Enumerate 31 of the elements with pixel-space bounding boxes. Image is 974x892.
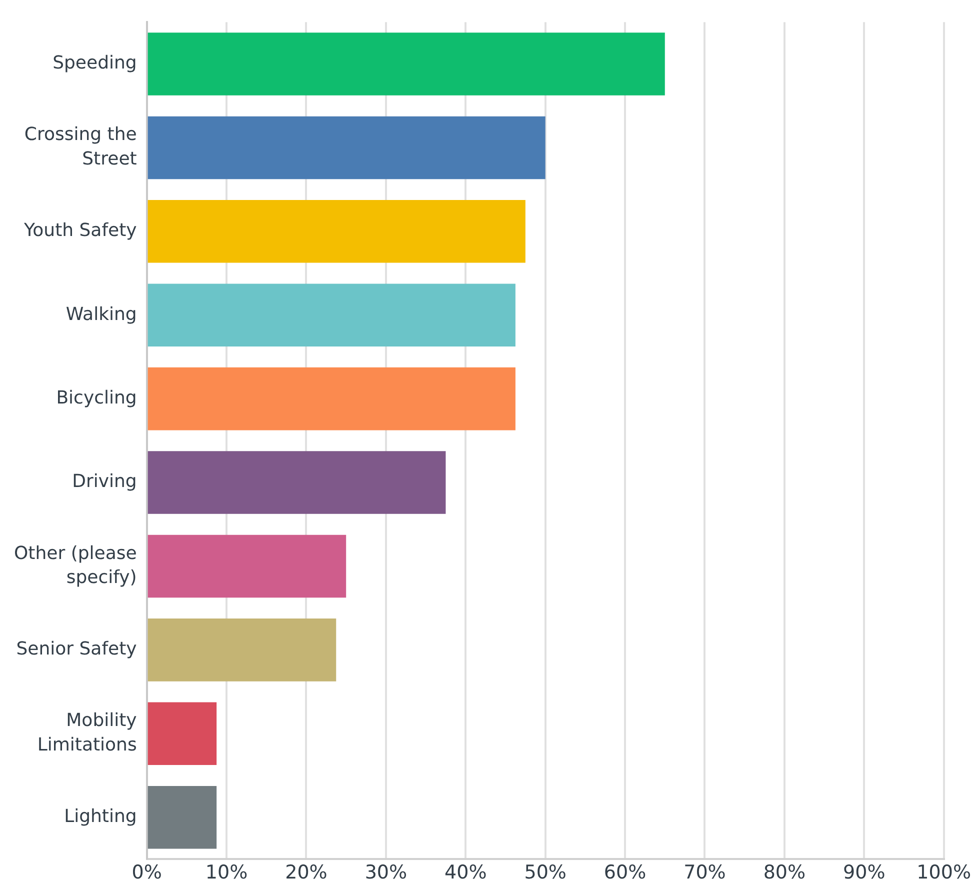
x-tick-label: 20% xyxy=(285,862,328,884)
x-tick-label: 60% xyxy=(604,862,646,884)
bar xyxy=(148,451,446,514)
bar xyxy=(148,284,516,347)
y-tick-label: Speeding xyxy=(52,52,137,74)
bar xyxy=(148,534,346,598)
y-tick-label: Senior Safety xyxy=(16,638,138,660)
x-tick-label: 0% xyxy=(132,862,162,884)
x-tick-label: 50% xyxy=(524,862,566,884)
y-tick-label: Mobility Limitations xyxy=(37,710,138,756)
bar xyxy=(148,200,526,263)
x-tick-label: 80% xyxy=(763,862,806,884)
bar xyxy=(148,32,665,96)
x-tick-label: 30% xyxy=(364,862,408,884)
y-tick-label: Walking xyxy=(66,304,137,325)
bar xyxy=(148,116,546,180)
x-tick-label: 100% xyxy=(916,862,972,884)
y-tick-label: Driving xyxy=(72,471,137,492)
bar xyxy=(148,786,217,849)
bar xyxy=(148,367,516,430)
x-tick-label: 70% xyxy=(684,862,726,884)
bar xyxy=(148,702,217,766)
y-tick-label: Bicycling xyxy=(56,387,137,408)
y-tick-label: Other (please specify) xyxy=(14,542,137,588)
x-tick-label: 40% xyxy=(444,862,487,884)
y-tick-label: Lighting xyxy=(64,806,137,828)
bar xyxy=(148,618,336,682)
x-tick-label: 10% xyxy=(205,862,248,884)
y-tick-label: Crossing the Street xyxy=(24,124,137,170)
y-tick-label: Youth Safety xyxy=(23,220,138,242)
x-tick-label: 90% xyxy=(843,862,886,884)
